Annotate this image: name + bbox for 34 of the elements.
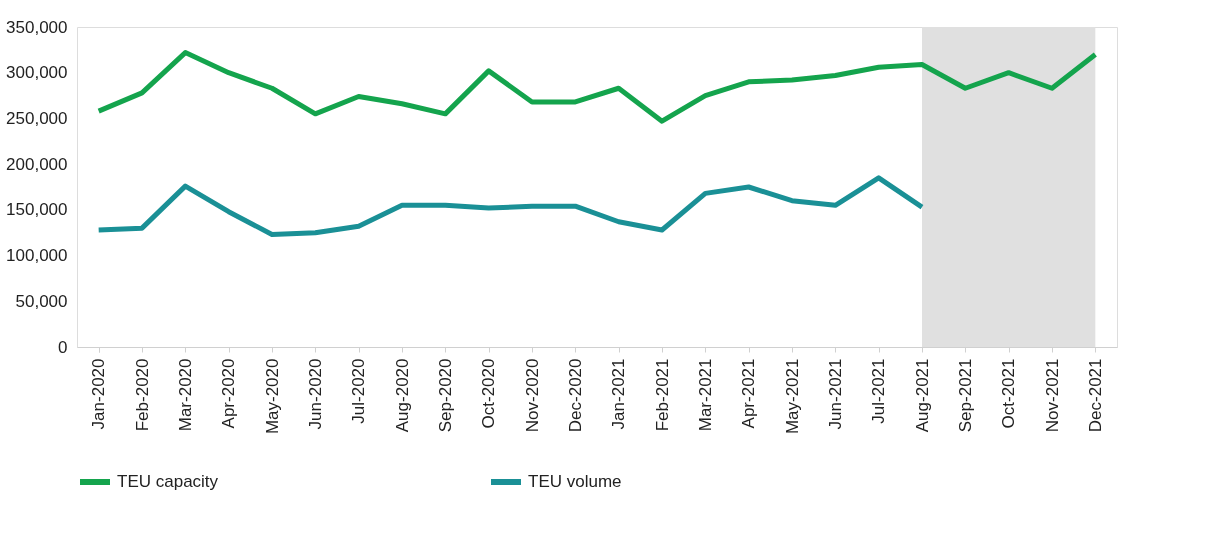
y-tick-label: 250,000 — [6, 108, 68, 128]
x-tick-label: Feb-2020 — [132, 358, 152, 432]
legend-label: TEU volume — [528, 472, 622, 491]
x-tick-label: Nov-2021 — [1042, 358, 1062, 433]
x-tick-label: Oct-2021 — [999, 358, 1019, 429]
y-tick-label: 150,000 — [6, 200, 68, 220]
x-tick-label: Jul-2020 — [349, 358, 369, 424]
x-tick-label: May-2020 — [262, 358, 282, 435]
x-tick-label: May-2021 — [782, 358, 802, 435]
x-tick-label: Jun-2021 — [825, 358, 845, 430]
y-tick-label: 300,000 — [6, 63, 68, 83]
x-tick-label: Jun-2020 — [305, 358, 325, 430]
x-tick-label: Feb-2021 — [652, 358, 672, 432]
x-tick-label: Sep-2021 — [955, 358, 975, 433]
x-tick-label: Nov-2020 — [522, 358, 542, 433]
y-tick-label: 100,000 — [6, 246, 68, 266]
x-tick-label: Apr-2021 — [739, 358, 759, 429]
x-tick-label: Aug-2020 — [392, 358, 412, 433]
x-tick-label: Jan-2020 — [89, 358, 109, 430]
y-tick-label: 50,000 — [15, 291, 68, 311]
y-tick-label: 350,000 — [6, 17, 68, 37]
x-tick-label: Dec-2021 — [1085, 358, 1105, 433]
x-tick-label: Apr-2020 — [219, 358, 239, 429]
x-tick-label: Aug-2021 — [912, 358, 932, 433]
x-tick-label: Dec-2020 — [565, 358, 585, 433]
x-tick-label: Jul-2021 — [869, 358, 889, 424]
x-tick-label: Jan-2021 — [609, 358, 629, 430]
x-tick-label: Mar-2020 — [175, 358, 195, 432]
x-tick-label: Mar-2021 — [695, 358, 715, 432]
legend-label: TEU capacity — [117, 472, 219, 491]
y-tick-label: 200,000 — [6, 154, 68, 174]
y-tick-label: 0 — [58, 337, 68, 357]
x-tick-label: Oct-2020 — [479, 358, 499, 429]
x-tick-label: Sep-2020 — [435, 358, 455, 433]
